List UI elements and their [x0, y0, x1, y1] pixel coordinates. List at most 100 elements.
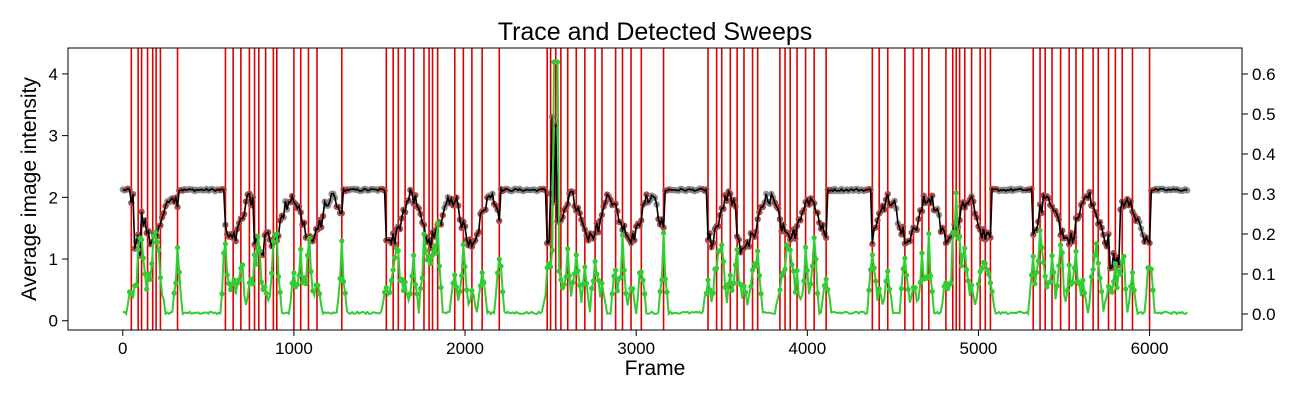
derivative-point	[1040, 259, 1047, 266]
derivative-point	[250, 281, 256, 287]
derivative-point	[388, 277, 395, 284]
derivative-point	[755, 248, 761, 254]
derivative-point	[342, 290, 348, 296]
derivative-point	[409, 273, 415, 279]
derivative-point	[929, 288, 935, 295]
derivative-point	[743, 289, 749, 295]
derivative-point	[813, 256, 819, 262]
derivative-point	[594, 271, 600, 277]
derivative-point	[900, 266, 906, 272]
derivative-point	[269, 270, 275, 276]
derivative-point	[1034, 269, 1040, 275]
derivative-point	[128, 289, 134, 295]
derivative-point	[412, 281, 419, 288]
derivative-point	[173, 280, 179, 286]
derivative-point	[390, 267, 396, 273]
y2-tick-label: 0.6	[1252, 65, 1276, 84]
derivative-point	[1111, 278, 1117, 285]
derivative-point	[958, 263, 964, 269]
derivative-point	[433, 250, 439, 256]
derivative-point	[1039, 244, 1045, 251]
derivative-point	[919, 250, 925, 256]
derivative-point	[917, 279, 923, 285]
derivative-point	[1059, 250, 1065, 256]
derivative-point	[1028, 272, 1035, 278]
y-tick-label: 3	[49, 127, 58, 146]
derivative-point	[599, 280, 605, 286]
derivative-point	[450, 280, 456, 286]
derivative-point	[1037, 227, 1043, 234]
derivative-point	[301, 275, 307, 281]
derivative-point	[1095, 260, 1101, 266]
derivative-point	[782, 266, 788, 272]
derivative-point	[1114, 284, 1120, 291]
derivative-point	[1128, 283, 1134, 289]
y2-tick-label: 0.1	[1252, 265, 1276, 284]
derivative-point	[886, 286, 893, 292]
derivative-point	[138, 236, 145, 243]
derivative-point	[152, 229, 158, 235]
derivative-point	[719, 242, 725, 248]
derivative-point	[436, 263, 442, 269]
derivative-point	[435, 220, 441, 226]
derivative-point	[789, 262, 795, 268]
derivative-point	[951, 230, 958, 237]
x-tick-label: 3000	[617, 339, 655, 358]
derivative-point	[777, 287, 783, 293]
x-tick-label: 4000	[788, 339, 826, 358]
derivative-point	[500, 289, 506, 295]
derivative-point	[402, 279, 408, 285]
derivative-point	[1032, 281, 1038, 287]
derivative-point	[1057, 242, 1064, 248]
derivative-point	[821, 282, 828, 289]
derivative-point	[927, 273, 934, 279]
derivative-point	[664, 289, 670, 295]
derivative-point	[660, 230, 667, 236]
derivative-point	[150, 233, 157, 239]
x-tick-label: 0	[118, 339, 127, 358]
derivative-point	[801, 278, 807, 284]
derivative-point	[756, 272, 762, 279]
derivative-point	[251, 252, 258, 258]
derivative-point	[147, 276, 153, 283]
derivative-point	[595, 277, 602, 283]
derivative-point	[452, 272, 458, 278]
derivative-point	[1131, 287, 1137, 293]
derivative-point	[274, 231, 280, 237]
derivative-point	[387, 289, 393, 295]
derivative-point	[613, 267, 619, 273]
chart-title: Trace and Detected Sweeps	[498, 18, 813, 46]
derivative-point	[727, 272, 733, 278]
derivative-point	[729, 287, 735, 293]
derivative-point	[986, 271, 992, 277]
derivative-point	[1092, 252, 1098, 258]
derivative-point	[414, 291, 420, 297]
derivative-point	[1080, 277, 1086, 283]
derivative-point	[618, 274, 624, 280]
derivative-point	[611, 273, 617, 279]
derivative-point	[289, 280, 295, 286]
derivative-point	[1148, 266, 1154, 272]
derivative-point	[979, 265, 985, 272]
derivative-point	[873, 278, 879, 284]
derivative-point	[1044, 284, 1050, 290]
derivative-point	[310, 288, 316, 294]
derivative-point	[257, 248, 263, 254]
derivative-point	[316, 291, 323, 297]
derivative-point	[814, 290, 821, 296]
derivative-point	[1047, 279, 1053, 285]
derivative-point	[296, 272, 302, 278]
derivative-point	[464, 287, 470, 293]
derivative-point	[725, 281, 732, 287]
derivative-point	[140, 255, 146, 261]
y-tick-label: 0	[49, 312, 58, 331]
derivative-point	[308, 268, 314, 274]
trace-line	[122, 116, 1188, 270]
derivative-point	[263, 290, 270, 297]
derivative-point	[417, 285, 424, 291]
derivative-point	[883, 278, 889, 284]
derivative-point	[1109, 289, 1115, 295]
derivative-point	[792, 289, 798, 295]
y-axis-right: 0.0 0.1 0.2 0.3 0.4 0.5 0.6	[1242, 65, 1276, 324]
x-axis-title: Frame	[625, 357, 686, 380]
